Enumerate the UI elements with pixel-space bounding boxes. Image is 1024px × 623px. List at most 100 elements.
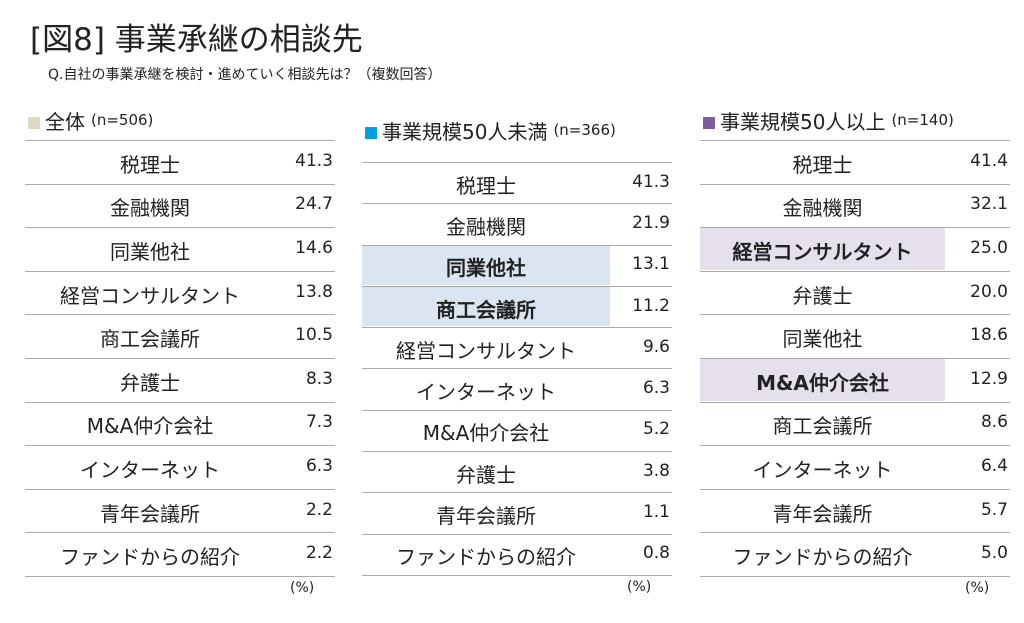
row-label: 金融機関 [446,214,526,239]
row-label: ファンドからの紹介 [732,545,913,570]
sample-size: (n=506) [91,111,154,129]
table-title: 事業規模50人以上 (n=140) [703,106,954,135]
table-row: 青年会議所 1.1 [362,492,672,535]
row-value: 11.2 [632,295,670,316]
row-label: 経営コンサルタント [396,338,576,363]
table-name: 事業規模50人以上 [720,110,886,134]
table-row: 経営コンサルタント 13.8 [25,271,335,316]
highlight [362,245,610,285]
row-value: 2.2 [305,543,333,564]
row-label: 弁護士 [456,462,516,487]
row-label: インターネット [416,380,556,405]
row-value: 5.7 [980,499,1008,520]
row-value: 0.8 [642,543,670,564]
row-label: 同業他社 [782,327,863,352]
row-value: 2.2 [305,499,333,520]
row-value: 10.5 [295,325,333,346]
row-label: 金融機関 [782,196,863,221]
row-value: 13.1 [632,254,670,275]
table-row: ファンドからの紹介 2.2 [25,532,335,577]
table-row: 同業他社 14.6 [25,227,335,272]
row-label: ファンドからの紹介 [396,545,576,570]
table-row: 経営コンサルタント 9.6 [362,327,672,370]
row-value: 5.0 [980,543,1008,564]
row-value: 6.3 [642,378,670,399]
row-label: 同業他社 [110,239,190,264]
table-row: 同業他社 13.1 [362,245,672,287]
question: Q.自社の事業承継を検討・進めていく相談先は？（複数回答） [48,67,442,83]
table-row: 経営コンサルタント 25.0 [700,227,1010,272]
table-row: ファンドからの紹介 0.8 [362,534,672,576]
table-row: 税理士 41.4 [700,140,1010,185]
table-row: 弁護士 8.3 [25,358,335,403]
table-row: 青年会議所 5.7 [700,489,1010,534]
table-name: 全体 [45,110,85,134]
row-value: 1.1 [642,502,670,523]
row-value: 20.0 [970,281,1008,302]
table-row: インターネット 6.3 [362,369,672,411]
sample-size: (n=140) [891,111,954,129]
row-value: 5.2 [642,419,670,440]
row-label: 商工会議所 [436,297,536,322]
table-row: 金融機関 21.9 [362,203,672,246]
row-label: 経営コンサルタント [60,283,240,308]
table-title: 全体 (n=506) [28,106,153,135]
row-value: 41.3 [632,171,670,192]
row-label: 税理士 [120,152,180,177]
table-row: 金融機関 24.7 [25,184,335,229]
table-row: 商工会議所 11.2 [362,286,672,329]
row-value: 7.3 [305,412,333,433]
row-label: 青年会議所 [772,501,873,526]
row-value: 12.9 [970,368,1008,389]
highlight [700,228,945,270]
table-row: 青年会議所 2.2 [25,489,335,534]
table-row: 弁護士 20.0 [700,271,1010,316]
row-label: 商工会議所 [100,327,200,352]
row-value: 8.3 [305,368,333,389]
sample-size: (n=366) [553,121,616,139]
table-row: M&A仲介会社 12.9 [700,358,1010,403]
highlight [362,286,610,327]
row-value: 8.6 [980,412,1008,433]
row-value: 25.0 [970,237,1008,258]
row-label: インターネット [80,457,220,482]
table-row: インターネット 6.4 [700,445,1010,490]
row-value: 13.8 [295,281,333,302]
highlight [700,359,945,401]
table-row: 税理士 41.3 [25,140,335,185]
row-label: 弁護士 [120,370,180,395]
table-row: 商工会議所 10.5 [25,314,335,359]
row-label: 同業他社 [446,256,526,281]
legend-square [365,127,377,139]
row-label: 弁護士 [792,283,853,308]
row-value: 9.6 [642,336,670,357]
row-label: M&A仲介会社 [86,414,214,439]
row-value: 18.6 [970,325,1008,346]
unit: (%) [627,579,652,595]
row-label: インターネット [752,457,893,482]
table-row: M&A仲介会社 7.3 [25,402,335,447]
table-row: 金融機関 32.1 [700,184,1010,229]
row-value: 24.7 [295,194,333,215]
unit: (%) [965,580,990,596]
top-rule [700,140,1010,141]
row-value: 6.3 [305,455,333,476]
table-row: M&A仲介会社 5.2 [362,410,672,453]
table-row: 同業他社 18.6 [700,314,1010,359]
table-row: 商工会議所 8.6 [700,402,1010,447]
row-label: M&A仲介会社 [756,370,889,395]
row-label: 商工会議所 [772,414,873,439]
row-label: M&A仲介会社 [422,421,550,446]
row-label: 税理士 [456,173,516,198]
row-value: 6.4 [980,455,1008,476]
row-label: 税理士 [792,152,853,177]
row-label: 経営コンサルタント [732,239,913,264]
top-rule [25,140,335,141]
legend-square [28,117,40,129]
title: [図8] 事業承継の相談先 [30,22,363,58]
row-label: 金融機関 [110,196,190,221]
table-row: インターネット 6.3 [25,445,335,490]
table-name: 事業規模50人未満 [382,120,548,144]
table-row: 弁護士 3.8 [362,451,672,494]
